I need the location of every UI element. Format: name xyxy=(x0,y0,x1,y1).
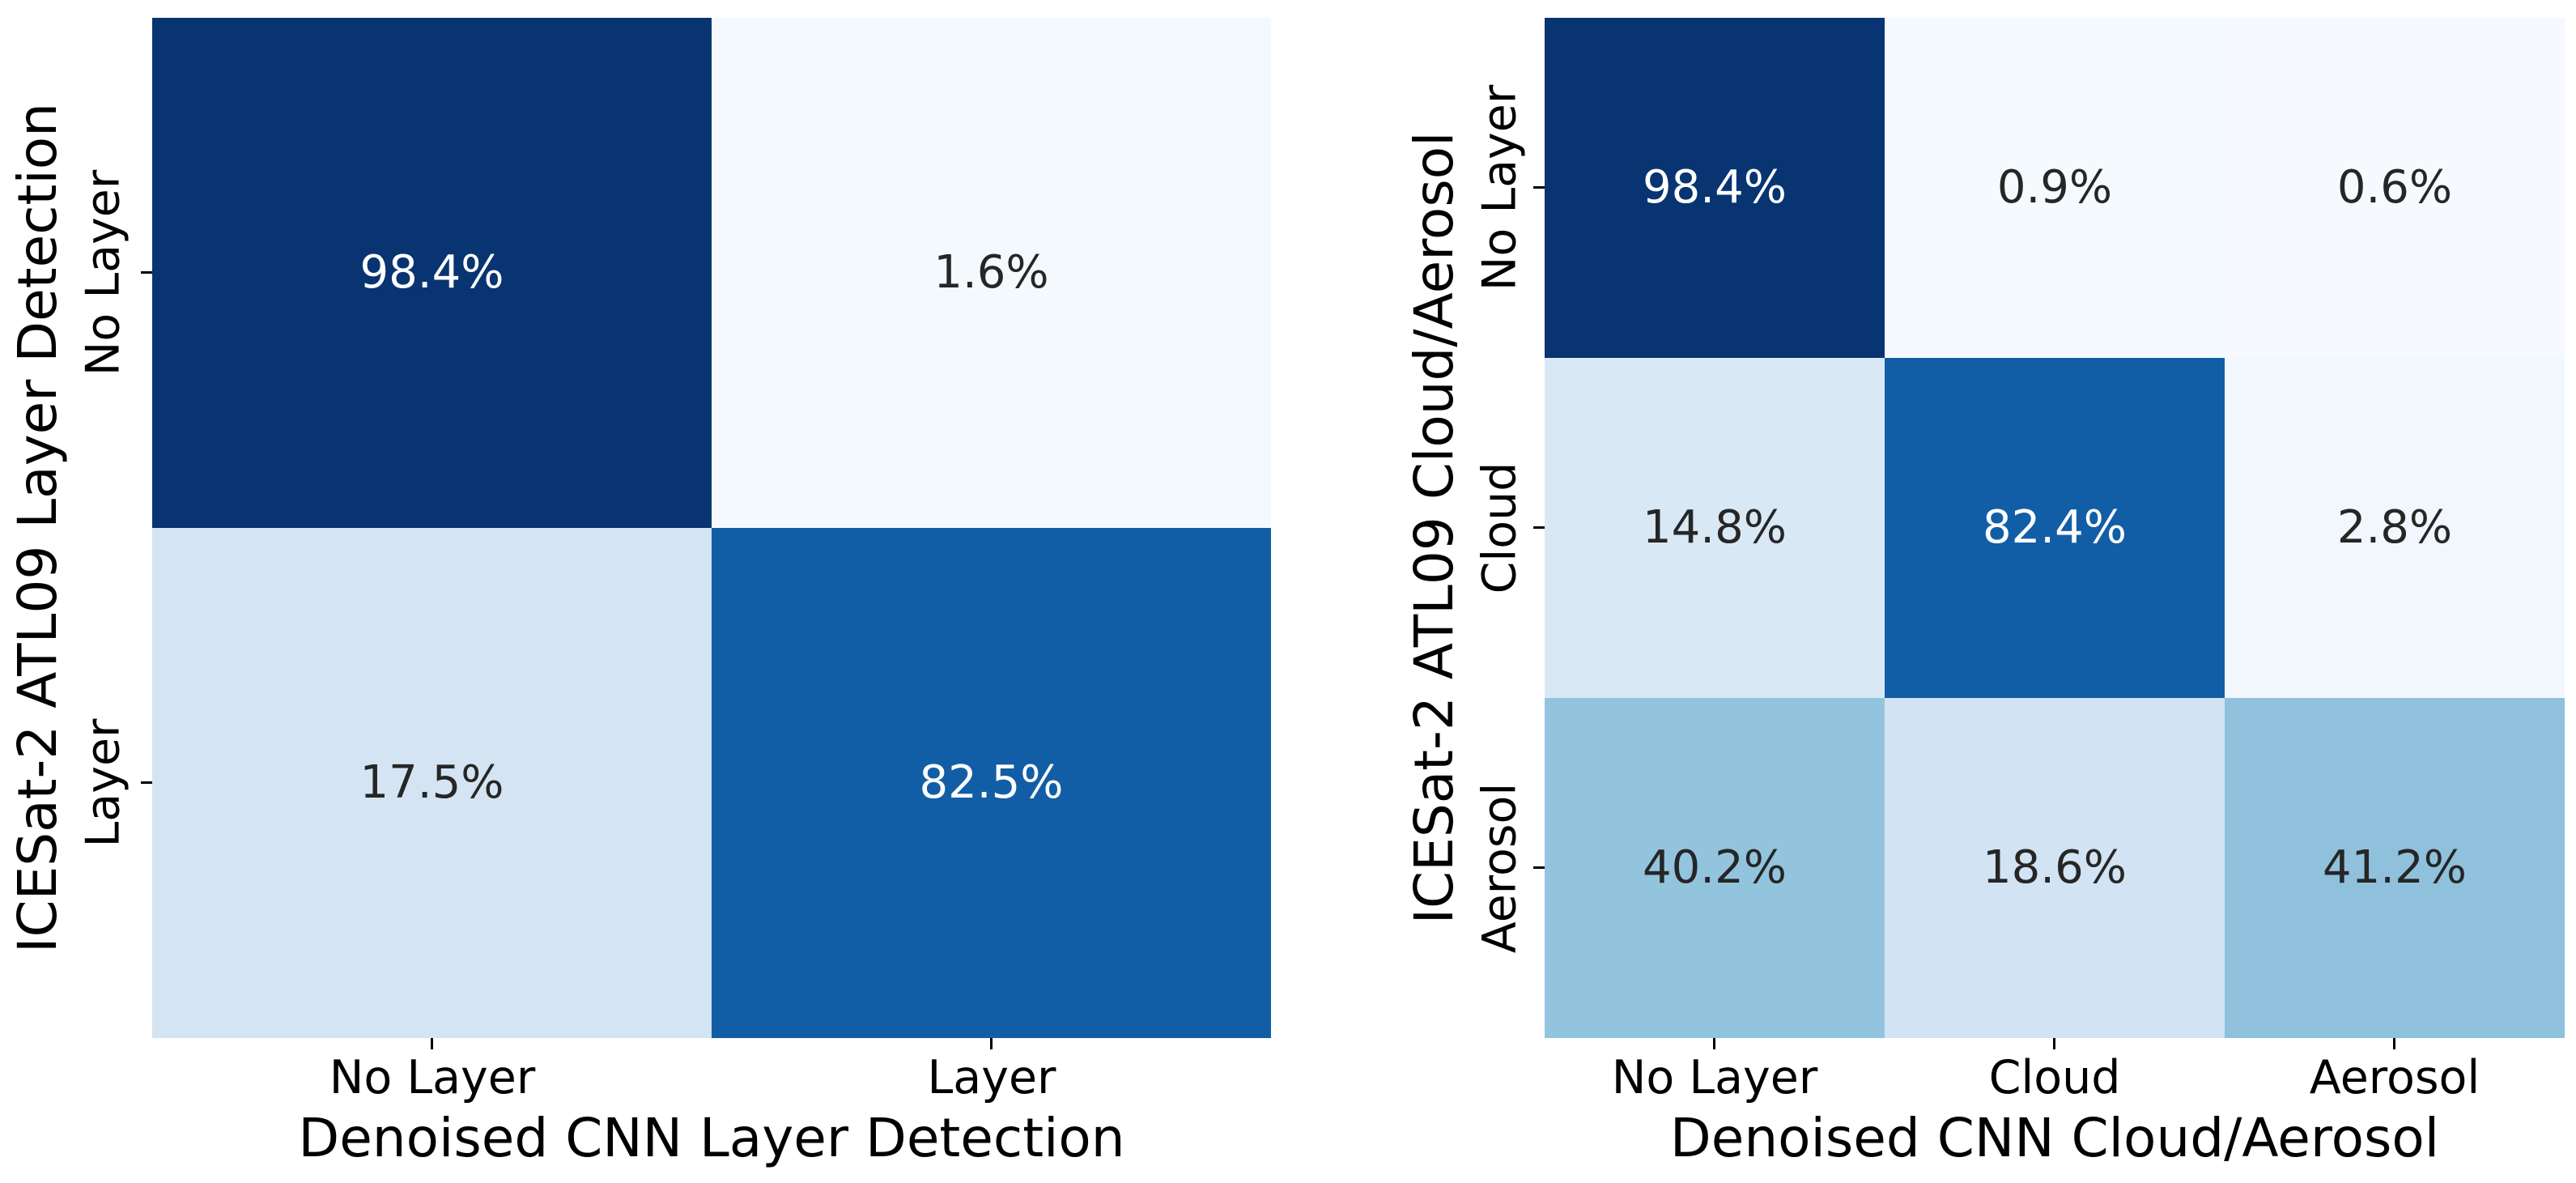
x-tick-label: Aerosol xyxy=(2309,1051,2480,1104)
matrix-cell: 98.4% xyxy=(152,18,712,528)
x-tick-mark xyxy=(431,1038,433,1049)
matrix-cell: 0.6% xyxy=(2225,18,2565,358)
x-tick-mark xyxy=(1713,1038,1715,1049)
y-tick-label: No Layer xyxy=(1473,84,1527,291)
confusion-matrix-layer-detection: 98.4% 1.6% 17.5% 82.5% xyxy=(152,18,1271,1038)
matrix-cell: 41.2% xyxy=(2225,698,2565,1038)
x-tick-label: No Layer xyxy=(329,1051,536,1104)
confusion-matrix-cloud-aerosol: 98.4% 0.9% 0.6% 14.8% 82.4% 2.8% 40.2% 1… xyxy=(1545,18,2565,1038)
x-tick-label: Cloud xyxy=(1988,1051,2121,1104)
y-axis-label: ICESat-2 ATL09 Layer Detection xyxy=(6,103,69,953)
x-axis-label: Denoised CNN Layer Detection xyxy=(298,1107,1125,1169)
matrix-cell: 1.6% xyxy=(712,18,1271,528)
y-tick-label: No Layer xyxy=(76,169,130,377)
y-tick-mark xyxy=(1533,186,1545,189)
x-tick-mark xyxy=(2393,1038,2395,1049)
y-tick-label: Cloud xyxy=(1473,462,1527,594)
x-axis-label: Denoised CNN Cloud/Aerosol xyxy=(1669,1107,2440,1169)
matrix-cell: 18.6% xyxy=(1885,698,2225,1038)
matrix-cell: 98.4% xyxy=(1545,18,1885,358)
matrix-cell: 14.8% xyxy=(1545,358,1885,698)
x-tick-mark xyxy=(2053,1038,2055,1049)
matrix-cell: 0.9% xyxy=(1885,18,2225,358)
matrix-cell: 82.4% xyxy=(1885,358,2225,698)
x-tick-label: No Layer xyxy=(1611,1051,1818,1104)
y-tick-mark xyxy=(1533,866,1545,869)
y-tick-mark xyxy=(141,781,152,784)
matrix-cell: 82.5% xyxy=(712,528,1271,1038)
y-tick-label: Layer xyxy=(76,718,130,848)
matrix-cell: 2.8% xyxy=(2225,358,2565,698)
y-axis-label: ICESat-2 ATL09 Cloud/Aerosol xyxy=(1403,131,1465,925)
matrix-cell: 17.5% xyxy=(152,528,712,1038)
y-tick-mark xyxy=(1533,526,1545,529)
x-tick-mark xyxy=(990,1038,993,1049)
matrix-cell: 40.2% xyxy=(1545,698,1885,1038)
x-tick-label: Layer xyxy=(927,1051,1056,1104)
y-tick-mark xyxy=(141,271,152,274)
y-tick-label: Aerosol xyxy=(1473,782,1527,954)
